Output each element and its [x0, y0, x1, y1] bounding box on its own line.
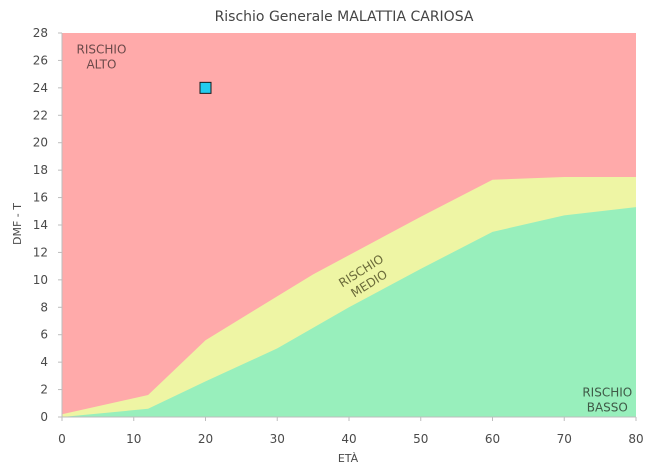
y-tick-label: 0	[40, 410, 48, 424]
region-low-risk	[62, 207, 636, 417]
x-tick-label: 0	[58, 432, 66, 446]
x-tick-label: 80	[628, 432, 643, 446]
y-tick-label: 8	[40, 300, 48, 314]
y-tick-label: 24	[33, 81, 48, 95]
y-tick-label: 2	[40, 383, 48, 397]
y-tick-label: 10	[33, 273, 48, 287]
x-tick-label: 10	[126, 432, 141, 446]
x-tick-label: 70	[557, 432, 572, 446]
x-tick-label: 30	[270, 432, 285, 446]
data-points	[199, 81, 212, 94]
region-label-low: RISCHIO BASSO	[582, 385, 632, 414]
y-tick-label: 22	[33, 108, 48, 122]
y-tick-label: 16	[33, 191, 48, 205]
y-tick-label: 18	[33, 163, 48, 177]
x-tick-label: 20	[198, 432, 213, 446]
plot-area	[62, 33, 636, 417]
y-tick-label: 28	[33, 26, 48, 40]
y-tick-label: 4	[40, 355, 48, 369]
chart-title: Rischio Generale MALATTIA CARIOSA	[215, 9, 474, 25]
y-tick-label: 14	[33, 218, 48, 232]
x-axis-label: ETÀ	[338, 452, 359, 465]
x-tick-label: 40	[341, 432, 356, 446]
y-tick-label: 12	[33, 245, 48, 259]
y-tick-label: 20	[33, 136, 48, 150]
y-tick-label: 6	[40, 328, 48, 342]
region-label-high: RISCHIO ALTO	[77, 43, 127, 72]
x-tick-label: 60	[485, 432, 500, 446]
x-tick-label: 50	[413, 432, 428, 446]
data-point-marker	[199, 81, 212, 94]
y-tick-label: 26	[33, 53, 48, 67]
y-axis-label: DMF - T	[11, 203, 24, 245]
